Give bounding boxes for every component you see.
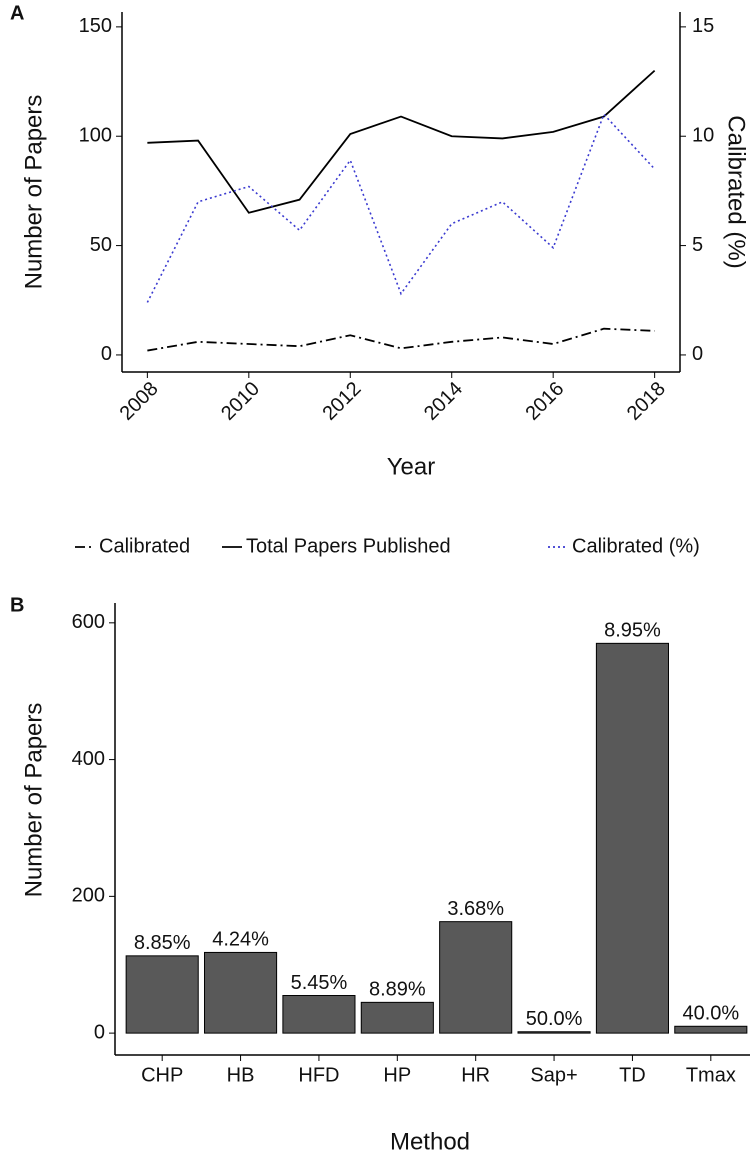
y2-axis-title: Calibrated (%) xyxy=(723,115,750,268)
x-tick-label: HP xyxy=(383,1064,411,1086)
y-tick-label: 0 xyxy=(94,1021,105,1043)
legend-label: Total Papers Published xyxy=(246,535,451,557)
bar-label: 4.24% xyxy=(212,929,269,951)
x-tick-label: 2014 xyxy=(420,378,467,425)
x-axis-title: Year xyxy=(387,453,436,480)
y-tick-label: 50 xyxy=(90,234,112,256)
bar xyxy=(517,1031,591,1034)
y-tick-label: 600 xyxy=(72,611,105,633)
bar-label: 50.0% xyxy=(526,1008,583,1030)
bar-label: 8.89% xyxy=(369,979,426,1001)
x-tick-label: HB xyxy=(227,1064,255,1086)
x-tick-label: TD xyxy=(619,1064,646,1086)
bar xyxy=(595,642,669,1034)
y2-tick-label: 15 xyxy=(692,15,714,37)
bar xyxy=(125,955,199,1034)
y2-tick-label: 10 xyxy=(692,125,714,147)
x-tick-label: 2012 xyxy=(319,378,366,425)
series-line xyxy=(147,327,655,352)
bar-label: 8.85% xyxy=(134,932,191,954)
y-axis-title: Number of Papers xyxy=(20,703,47,898)
series-line xyxy=(146,112,656,303)
y-tick-label: 400 xyxy=(72,748,105,770)
bar xyxy=(360,1001,434,1034)
x-tick-label: Sap+ xyxy=(530,1064,577,1086)
bar xyxy=(439,921,513,1034)
x-tick-label: HR xyxy=(461,1064,490,1086)
bar xyxy=(282,995,356,1034)
y-tick-label: 150 xyxy=(79,15,112,37)
bar-label: 8.95% xyxy=(604,620,661,642)
y-tick-label: 200 xyxy=(72,885,105,907)
y-tick-label: 0 xyxy=(101,343,112,365)
x-tick-label: HFD xyxy=(298,1064,339,1086)
legend-label: Calibrated (%) xyxy=(572,535,700,557)
y2-tick-label: 5 xyxy=(692,234,703,256)
x-tick-label: 2008 xyxy=(116,378,163,425)
bar-label: 3.68% xyxy=(447,898,504,920)
y-axis-title: Number of Papers xyxy=(20,95,47,290)
x-tick-label: CHP xyxy=(141,1064,183,1086)
y-tick-label: 100 xyxy=(79,125,112,147)
legend-label: Calibrated xyxy=(99,535,190,557)
bar-label: 40.0% xyxy=(682,1003,739,1025)
x-axis-title: Method xyxy=(390,1128,470,1155)
bar-label: 5.45% xyxy=(291,972,348,994)
panel-label: A xyxy=(10,2,24,24)
bar xyxy=(204,951,278,1034)
bar xyxy=(674,1025,748,1034)
y2-tick-label: 0 xyxy=(692,343,703,365)
x-tick-label: Tmax xyxy=(686,1064,736,1086)
x-tick-label: 2010 xyxy=(217,378,264,425)
series-line xyxy=(147,69,656,214)
x-tick-label: 2016 xyxy=(521,378,568,425)
x-tick-label: 2018 xyxy=(623,378,670,425)
panel-label: B xyxy=(10,594,24,616)
